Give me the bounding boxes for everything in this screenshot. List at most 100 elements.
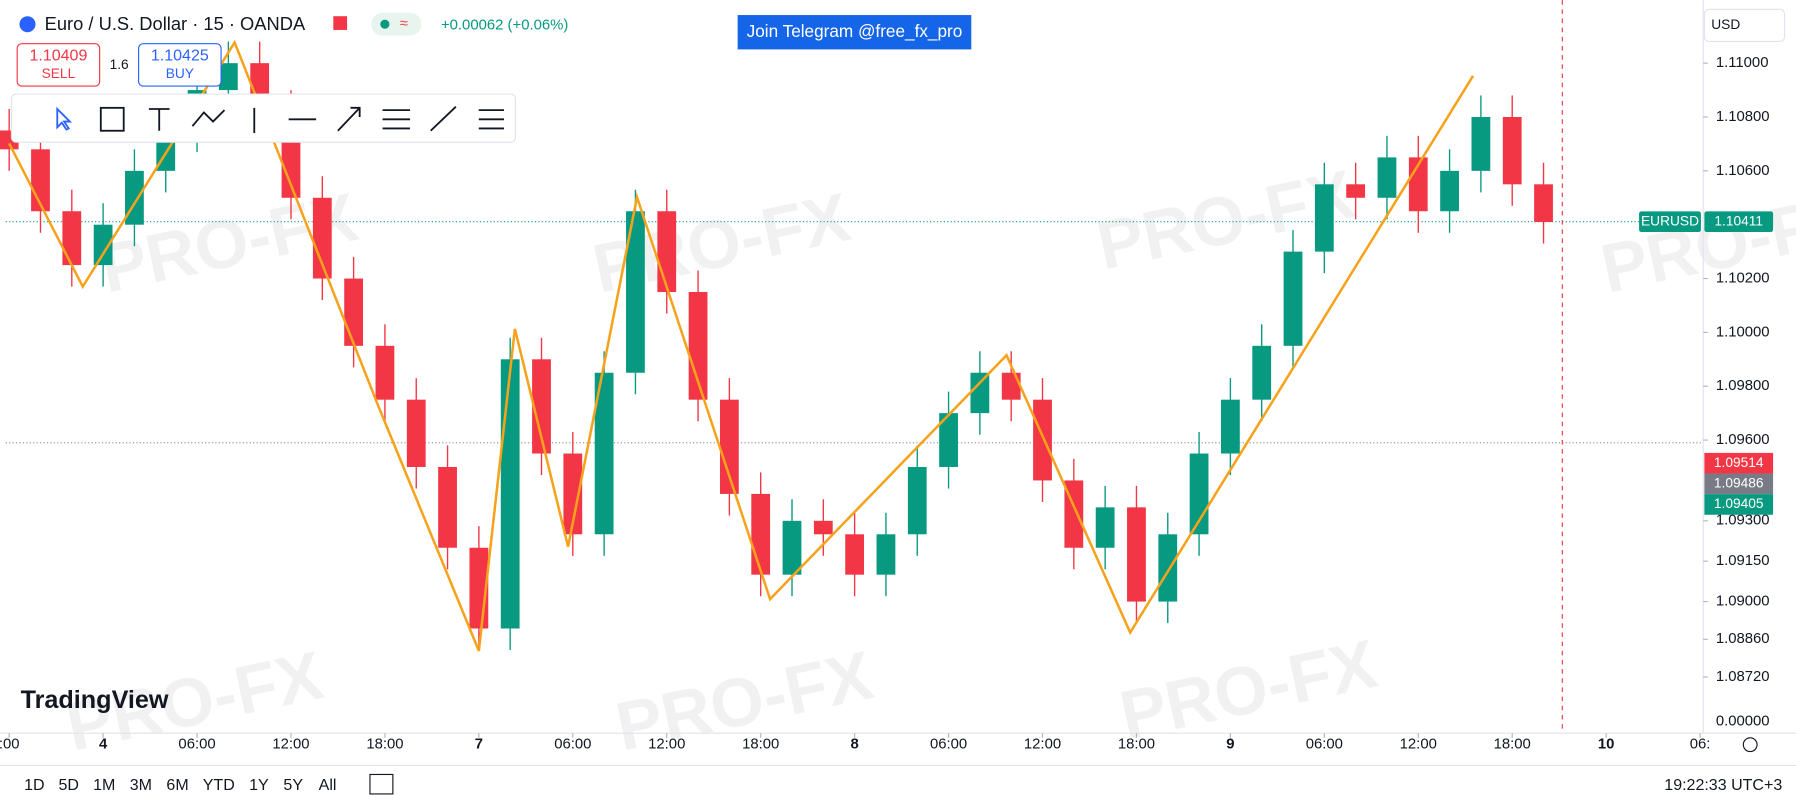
y-tick-label: 1.08720	[1716, 669, 1770, 685]
path-tool[interactable]	[191, 109, 226, 127]
x-tick-label: 4	[99, 737, 108, 753]
buy-button[interactable]	[138, 43, 222, 87]
x-tick-label: 06:	[1690, 737, 1711, 753]
candle-body	[1252, 345, 1272, 400]
price-badge-label: 1.09405	[1714, 496, 1764, 511]
candle-body	[594, 372, 614, 535]
candle-body	[563, 453, 583, 535]
calendar-icon[interactable]	[369, 773, 394, 795]
y-tick-label: 1.08860	[1716, 631, 1770, 647]
candle-body	[970, 372, 990, 414]
y-tick-label: 1.10000	[1716, 324, 1770, 340]
candle-body	[1440, 170, 1459, 212]
toolbar-icons[interactable]	[56, 106, 504, 134]
sell-button[interactable]	[16, 43, 101, 87]
candle-body	[813, 520, 833, 535]
buy-price[interactable]: 1.10425	[151, 47, 209, 65]
candle-body	[782, 520, 802, 575]
flag	[333, 16, 348, 30]
candle-body	[62, 211, 82, 266]
logo: TradingView	[21, 686, 169, 714]
flag-icon	[19, 16, 36, 33]
y-tick-label: 1.09800	[1716, 378, 1770, 394]
x-tick-label: 12:00	[1024, 737, 1061, 753]
x-tick-label: 18:00	[366, 737, 403, 753]
rect-tool[interactable]	[99, 106, 125, 132]
x-tick-label: 12:00	[1400, 737, 1437, 753]
y-tick-label: 1.10600	[1716, 163, 1770, 179]
currency-box[interactable]	[1703, 8, 1786, 42]
banner-text[interactable]: Join Telegram @free_fx_pro	[747, 21, 963, 41]
x-tick-label: 06:00	[1306, 737, 1343, 753]
price-badge	[1704, 452, 1774, 474]
candle-body	[125, 170, 144, 225]
candle-body	[657, 211, 677, 292]
price-badge-label: 1.09514	[1714, 455, 1764, 470]
candle-body	[751, 493, 771, 575]
candle-body	[1127, 507, 1146, 602]
sell-price[interactable]: 1.10409	[29, 47, 87, 65]
range-button[interactable]: 5Y	[283, 776, 303, 794]
arrow-tool[interactable]	[337, 106, 361, 132]
candle-body	[1283, 251, 1303, 346]
candle-body	[406, 399, 426, 467]
currency[interactable]: USD	[1711, 17, 1740, 32]
fib-tool[interactable]	[382, 109, 411, 130]
y-tick-label: 1.11000	[1716, 55, 1769, 71]
candle-body	[438, 466, 457, 548]
candle-body	[1095, 507, 1115, 548]
candle-body	[688, 291, 708, 400]
candle-body	[1314, 184, 1334, 252]
range-button[interactable]: All	[319, 776, 337, 794]
candle-body	[312, 197, 332, 279]
clock: 19:22:33 UTC+3	[1664, 776, 1782, 794]
range-button[interactable]: 3M	[130, 776, 152, 794]
banner[interactable]	[737, 15, 972, 50]
x-tick-label: 8	[850, 737, 858, 753]
x-tick-label: 18:00	[1118, 737, 1155, 753]
candle-body	[1033, 399, 1052, 481]
x-tick-label: :00	[0, 737, 20, 753]
text-tool[interactable]	[148, 108, 170, 131]
y-tick-label: 1.09600	[1716, 432, 1770, 448]
candle-body	[719, 399, 739, 494]
candle-body	[1502, 117, 1522, 185]
x-tick-label: 7	[475, 737, 483, 753]
x-tick-label: 12:00	[648, 737, 685, 753]
x-tick-label: 18:00	[1494, 737, 1531, 753]
x-tick-label: 18:00	[742, 737, 779, 753]
candle-body	[1534, 184, 1553, 223]
candle-body	[1377, 157, 1397, 198]
status-icon: ≈	[400, 16, 408, 32]
candle-body	[1220, 399, 1240, 454]
range-button[interactable]: 1Y	[249, 776, 269, 794]
cursor-tool[interactable]	[56, 106, 73, 131]
line-tool[interactable]	[430, 106, 457, 132]
channel-tool[interactable]	[478, 109, 504, 130]
x-tick-label: 9	[1226, 737, 1234, 753]
sell-label[interactable]: SELL	[42, 66, 76, 81]
symbol-title: Euro / U.S. Dollar · 15 · OANDA	[45, 13, 306, 34]
buy-label[interactable]: BUY	[166, 66, 194, 81]
last-price-badge	[1704, 211, 1774, 233]
y-tick-label: 1.09300	[1716, 513, 1770, 529]
last-price-label: 1.10411	[1714, 213, 1763, 228]
settings-icon[interactable]	[1742, 737, 1758, 753]
price-badge	[1704, 494, 1774, 515]
range-button[interactable]: YTD	[203, 776, 235, 794]
range-button[interactable]: 1D	[24, 776, 44, 794]
change: +0.00062 (+0.06%)	[441, 17, 568, 33]
candle-body	[93, 224, 113, 266]
range-button[interactable]: 6M	[166, 776, 188, 794]
x-tick-label: 10	[1598, 737, 1615, 753]
range-button[interactable]: 5D	[58, 776, 78, 794]
status-dot	[380, 19, 390, 29]
symbol-badge	[1639, 211, 1701, 233]
candle-body	[1001, 372, 1021, 400]
plot-area	[0, 0, 1704, 734]
candle-body	[532, 359, 551, 454]
spread: 1.6	[110, 57, 129, 72]
y-tick-label: 1.10200	[1716, 270, 1770, 286]
range-button[interactable]: 1M	[93, 776, 115, 794]
